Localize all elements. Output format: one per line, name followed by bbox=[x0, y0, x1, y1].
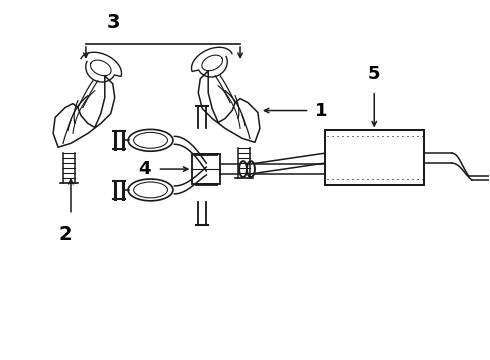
Text: 3: 3 bbox=[106, 13, 120, 32]
Ellipse shape bbox=[239, 161, 247, 177]
Ellipse shape bbox=[247, 161, 255, 177]
Text: 2: 2 bbox=[58, 225, 72, 244]
Text: 5: 5 bbox=[368, 65, 381, 83]
Bar bbox=[192, 154, 220, 184]
Text: 1: 1 bbox=[315, 102, 327, 120]
Text: 4: 4 bbox=[138, 160, 150, 178]
Bar bbox=[324, 130, 424, 185]
